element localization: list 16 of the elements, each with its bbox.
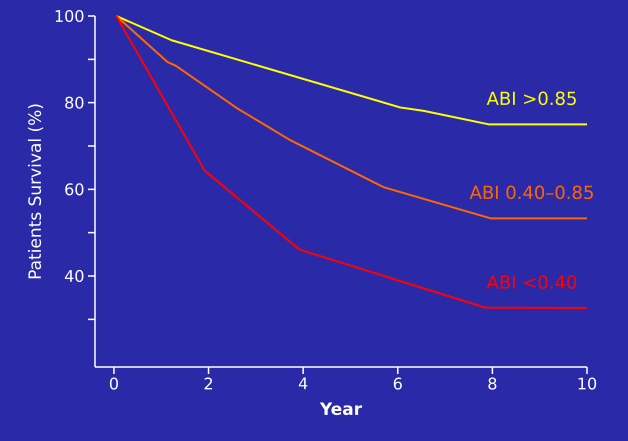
x-tick-label: 4 <box>298 377 308 390</box>
x-tick-label: 0 <box>110 378 118 390</box>
y-axis-title: Patients Survival (%) <box>28 104 44 278</box>
x-tick-label: 6 <box>394 378 402 390</box>
series-label: ABI 0.40–0.85 <box>470 186 593 200</box>
y-tick-label: 80 <box>65 96 84 109</box>
x-tick-label: 2 <box>204 378 212 390</box>
series-label: ABI <0.40 <box>486 275 576 289</box>
x-tick-label: 8 <box>488 378 496 390</box>
y-tick-label: 40 <box>64 270 84 282</box>
x-tick-label: 10 <box>578 378 596 390</box>
series-label: ABI >0.85 <box>486 92 576 106</box>
y-tick-label: 100 <box>56 10 84 22</box>
y-tick-label: 60 <box>65 183 84 196</box>
x-axis-title: Year <box>320 402 362 416</box>
line-series <box>115 14 588 126</box>
